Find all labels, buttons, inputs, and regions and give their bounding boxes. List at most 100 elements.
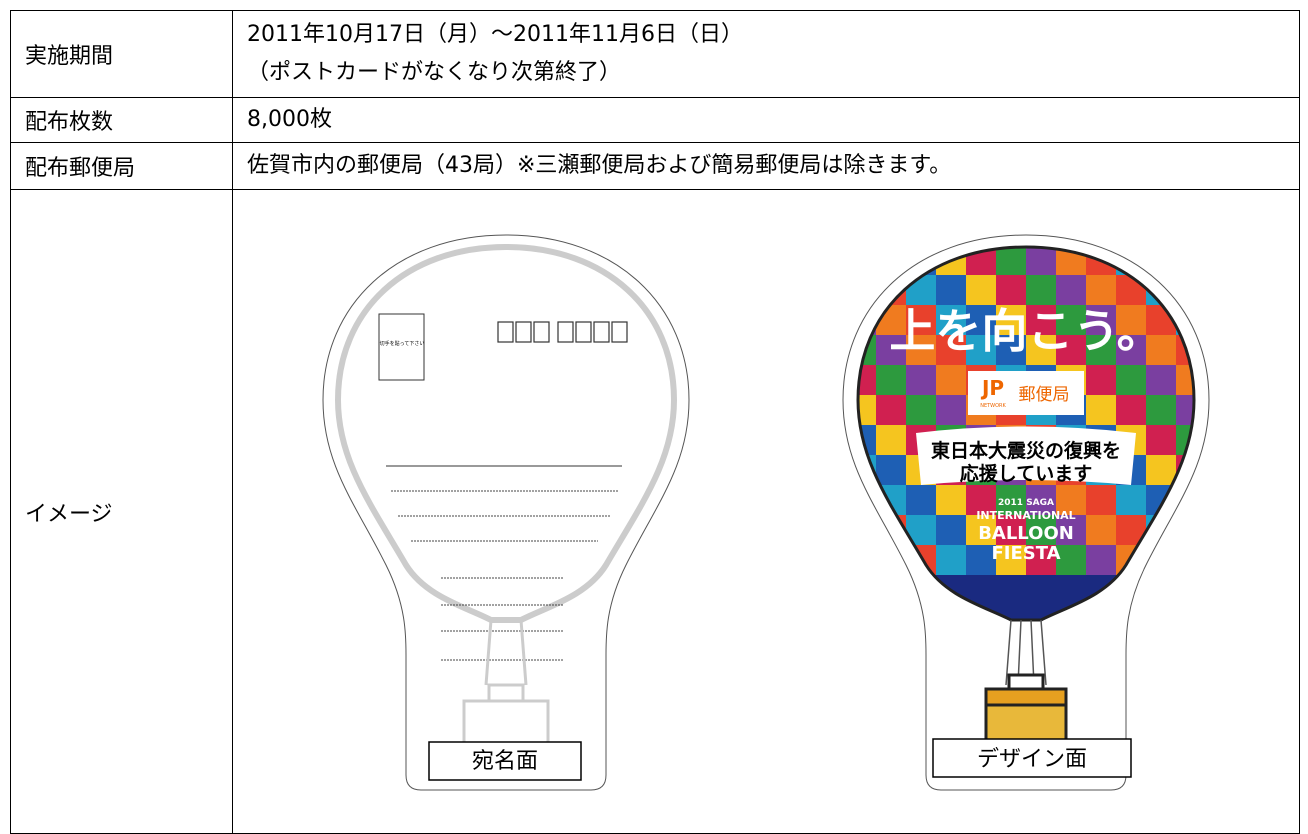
balloon-patch — [996, 575, 1026, 605]
balloon-patch — [876, 365, 906, 395]
balloon-patch — [1116, 485, 1146, 515]
balloon-patch — [1116, 395, 1146, 425]
balloon-patch — [966, 575, 996, 605]
row-label: 実施期間 — [10, 10, 233, 98]
text-line: （ポストカードがなくなり次第終了） — [247, 60, 622, 85]
text-line: 2011年10月17日（月）〜2011年11月6日（日） — [247, 22, 743, 47]
balloon-patch — [1086, 545, 1116, 575]
captions: 宛名面 デザイン面 — [428, 738, 1132, 781]
image-cell: 切手を貼って下さい 上を向こう。 JP NETWORK 郵便局 東日本大震災の復… — [232, 189, 1300, 834]
balloon-patch — [876, 335, 906, 365]
balloon-patch — [1026, 545, 1056, 575]
balloon-patch — [1116, 365, 1146, 395]
balloon-patch — [1056, 485, 1086, 515]
balloon-patch — [936, 305, 966, 335]
balloon-patch — [1056, 515, 1086, 545]
balloon-patch — [906, 335, 936, 365]
balloon-patch — [1056, 305, 1086, 335]
row-value: 2011年10月17日（月）〜2011年11月6日（日） （ポストカードがなくなり… — [232, 10, 1300, 98]
logo-sub: NETWORK — [980, 403, 1006, 409]
balloon-patch — [876, 575, 906, 605]
balloon-patch — [876, 247, 906, 275]
row-label: 配布枚数 — [10, 97, 233, 143]
logo: 郵便局 — [1019, 385, 1070, 405]
balloon-patch — [858, 275, 876, 305]
balloon-patch — [1176, 605, 1194, 620]
balloon-patch — [1146, 365, 1176, 395]
balloon-patch — [1086, 335, 1116, 365]
row-label: 配布郵便局 — [10, 142, 233, 190]
balloon-patch — [1026, 515, 1056, 545]
balloon-patch — [966, 545, 996, 575]
balloon-patch — [1176, 395, 1194, 425]
balloon-patch — [1146, 247, 1176, 275]
balloon-patch — [858, 605, 876, 620]
balloon-patch — [966, 275, 996, 305]
balloon-patch — [1086, 275, 1116, 305]
balloon-patch — [1026, 485, 1056, 515]
balloon-patch — [1176, 275, 1194, 305]
images: 切手を貼って下さい 上を向こう。 JP NETWORK 郵便局 東日本大震災の復… — [322, 234, 1210, 791]
balloon-patch — [966, 335, 996, 365]
balloon-patch — [1146, 335, 1176, 365]
caption: 宛名面 — [472, 749, 538, 774]
balloon-patch — [996, 305, 1026, 335]
address-side: 切手を貼って下さい — [322, 234, 690, 791]
balloon-patch — [996, 515, 1026, 545]
balloon-patch — [966, 515, 996, 545]
balloon-patch — [1086, 365, 1116, 395]
balloon-patch — [876, 455, 906, 485]
balloon-patch — [1026, 335, 1056, 365]
balloon-patch — [906, 305, 936, 335]
headline: 上を向こう。 — [889, 304, 1162, 358]
balloon-patch — [936, 335, 966, 365]
balloon-patch — [858, 545, 876, 575]
balloon-patch — [1056, 575, 1086, 605]
balloon-patch — [858, 247, 876, 275]
balloon-patch — [1056, 545, 1086, 575]
balloon-patch — [1086, 305, 1116, 335]
caption: デザイン面 — [977, 747, 1087, 772]
message-line: 応援しています — [960, 462, 1092, 485]
balloon-patch — [1086, 395, 1116, 425]
balloon-patch — [1026, 247, 1056, 275]
balloon-patch — [1146, 455, 1176, 485]
balloon-patch — [1026, 575, 1056, 605]
balloon-patch — [1026, 275, 1056, 305]
balloon-patch — [996, 485, 1026, 515]
balloon-patch — [906, 365, 936, 395]
event-line: BALLOON — [978, 523, 1074, 544]
balloon-patch — [996, 275, 1026, 305]
balloon-patch — [1026, 305, 1056, 335]
balloon-patch — [1086, 515, 1116, 545]
balloon-patch — [1146, 605, 1176, 620]
row-label: イメージ — [10, 189, 233, 834]
balloon-patch — [1176, 515, 1194, 545]
balloon-patch — [1086, 485, 1116, 515]
balloon-patch — [906, 485, 936, 515]
balloon-patch — [936, 485, 966, 515]
balloon-patch — [936, 275, 966, 305]
balloon-patch — [996, 335, 1026, 365]
balloon-patch — [1056, 275, 1086, 305]
balloon-patch — [1176, 545, 1194, 575]
svg-text:JP: JP — [980, 376, 1004, 400]
balloon-patch — [966, 485, 996, 515]
balloon-patch — [1056, 335, 1086, 365]
balloon-patch — [858, 515, 876, 545]
message-line: 東日本大震災の復興を — [931, 439, 1121, 462]
balloon-patch — [1176, 575, 1194, 605]
balloon-patch — [936, 395, 966, 425]
balloon-patch — [1146, 425, 1176, 455]
balloon-patch — [858, 575, 876, 605]
balloon-patch — [1116, 335, 1146, 365]
balloon-patch — [1176, 365, 1194, 395]
balloon-patch — [876, 605, 906, 620]
balloon-patch — [906, 395, 936, 425]
balloon-patch — [1176, 247, 1194, 275]
info-table: 実施期間 2011年10月17日（月）〜2011年11月6日（日） （ポストカード… — [10, 10, 1300, 834]
event-line: INTERNATIONAL — [976, 509, 1075, 522]
balloon-patch — [858, 395, 876, 425]
balloon-patch — [876, 395, 906, 425]
